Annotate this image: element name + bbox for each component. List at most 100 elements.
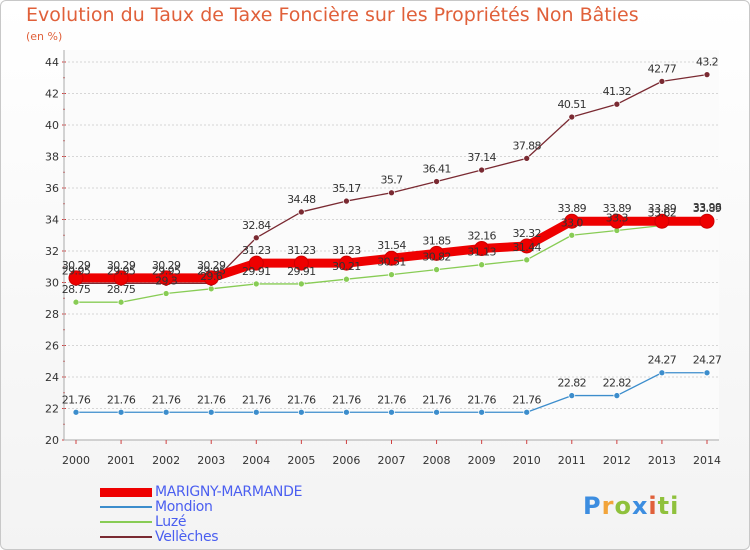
y-tick-label: 22 [45, 403, 59, 416]
data-label: 30.29 [62, 259, 91, 272]
data-label: 21.76 [152, 393, 181, 406]
data-label: 41.32 [603, 85, 632, 98]
data-label: 30.51 [377, 256, 406, 269]
data-point [343, 275, 350, 283]
data-label: 31.23 [242, 244, 271, 257]
data-label: 29.95 [197, 264, 226, 277]
data-point [298, 208, 305, 216]
data-point [298, 408, 305, 416]
data-label: 21.76 [332, 393, 361, 406]
data-point [72, 408, 80, 416]
data-label: 31.44 [512, 241, 541, 254]
data-point [252, 280, 260, 288]
data-point [568, 113, 576, 121]
y-tick-label: 24 [45, 371, 59, 384]
x-tick-label: 2010 [513, 454, 541, 467]
data-point [654, 213, 670, 229]
data-label: 31.23 [287, 244, 316, 257]
data-label: 28.75 [107, 283, 136, 296]
data-label: 21.76 [512, 393, 541, 406]
data-point [203, 270, 219, 286]
data-label: 24.27 [693, 354, 722, 367]
data-point [388, 271, 395, 278]
data-point [72, 298, 80, 306]
data-point [568, 231, 576, 239]
x-tick-label: 2000 [62, 454, 90, 467]
data-point [388, 189, 395, 197]
data-label: 30.29 [107, 259, 136, 272]
data-label: 29.6 [200, 270, 223, 283]
data-label: 21.76 [422, 393, 451, 406]
data-point [252, 234, 260, 242]
data-label: 21.76 [377, 393, 406, 406]
data-label: 33.98 [693, 201, 722, 214]
data-point [699, 213, 715, 229]
data-point [252, 408, 260, 416]
data-point [298, 280, 305, 288]
data-point [384, 250, 399, 266]
x-tick-label: 2003 [197, 454, 225, 467]
legend-item: Vellèches [100, 529, 400, 545]
x-tick-label: 2008 [423, 454, 451, 467]
data-label: 21.76 [287, 393, 316, 406]
data-point [613, 100, 621, 108]
data-label: 22.82 [558, 377, 587, 390]
data-label: 33.3 [606, 212, 629, 225]
data-point [248, 255, 264, 271]
legend-label: Luzé [155, 514, 187, 530]
y-tick-label: 26 [45, 340, 59, 353]
legend-label: Mondion [155, 499, 213, 515]
data-point [478, 261, 485, 269]
data-point [609, 213, 625, 229]
data-label: 29.95 [107, 264, 136, 277]
data-label: 21.76 [242, 393, 271, 406]
data-point [658, 369, 666, 377]
data-label: 22.82 [603, 377, 632, 390]
logo-letter: o [614, 492, 632, 520]
data-point [613, 392, 621, 399]
data-point [113, 270, 129, 286]
x-tick-label: 2002 [152, 454, 180, 467]
x-tick-label: 2004 [242, 454, 270, 467]
x-tick-label: 2012 [603, 454, 631, 467]
data-point [478, 166, 485, 174]
x-tick-label: 2011 [558, 454, 586, 467]
data-label: 21.76 [107, 393, 136, 406]
data-label: 33.89 [693, 202, 722, 215]
data-label: 32.32 [512, 227, 541, 240]
y-tick-label: 44 [45, 56, 59, 69]
y-tick-label: 34 [45, 214, 59, 227]
data-point [523, 408, 531, 416]
y-tick-label: 28 [45, 308, 59, 321]
data-label: 36.41 [422, 163, 451, 176]
data-label: 29.91 [242, 265, 271, 278]
x-tick-label: 2013 [648, 454, 676, 467]
data-label: 29.91 [287, 265, 316, 278]
data-label: 31.85 [422, 234, 451, 247]
data-label: 33.62 [648, 206, 677, 219]
y-tick-label: 42 [45, 88, 59, 101]
data-label: 32.84 [242, 219, 271, 232]
data-label: 33.89 [558, 202, 587, 215]
data-point [162, 408, 170, 416]
x-tick-label: 2007 [378, 454, 406, 467]
data-point [338, 255, 354, 271]
x-tick-label: 2005 [287, 454, 315, 467]
data-label: 31.54 [377, 239, 406, 252]
data-point [433, 178, 440, 185]
y-tick-label: 38 [45, 151, 59, 164]
data-label: 31.13 [467, 246, 496, 259]
data-point [658, 78, 666, 85]
data-label: 35.17 [332, 182, 361, 195]
proxiti-logo: Proxiti [583, 492, 679, 520]
x-tick-label: 2001 [107, 454, 135, 467]
x-tick-label: 2014 [693, 454, 721, 467]
data-label: 21.76 [197, 393, 226, 406]
data-label: 29.95 [62, 264, 91, 277]
data-point [117, 298, 125, 306]
x-tick-label: 2009 [468, 454, 496, 467]
data-label: 28.75 [62, 283, 91, 296]
data-label: 43.2 [696, 56, 718, 69]
data-point [568, 392, 576, 399]
